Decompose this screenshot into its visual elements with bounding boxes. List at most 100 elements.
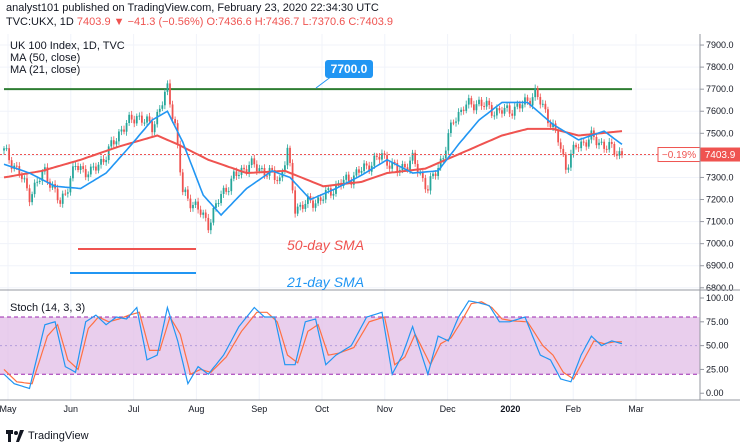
candle-body [355, 169, 358, 176]
candle-body [432, 173, 434, 177]
candle-body [416, 163, 419, 173]
candle-body [100, 158, 102, 165]
y-tick-label: 6900.0 [706, 261, 734, 271]
candle-body [36, 181, 39, 183]
candle-body [319, 197, 322, 201]
candle-body [411, 152, 414, 161]
candle-body [222, 187, 225, 194]
x-tick-label: May [0, 404, 17, 414]
tradingview-icon [6, 430, 24, 442]
ma21-line [3, 101, 623, 217]
candle-body [163, 91, 166, 106]
change-tag: −0.19% [657, 147, 701, 163]
candle-body [419, 172, 422, 174]
candle-body [388, 165, 391, 169]
candle-body [345, 174, 348, 180]
candle-body [478, 99, 480, 105]
candle-body [575, 144, 577, 148]
candle-body [289, 147, 291, 163]
candle-body [603, 141, 606, 149]
candle-body [531, 97, 534, 106]
candle-body [526, 97, 529, 101]
candle-body [74, 165, 77, 167]
candle-body [64, 193, 67, 195]
candle-body [82, 166, 85, 170]
x-tick-label: Dec [440, 404, 457, 414]
candle-body [232, 171, 235, 179]
candle-body [59, 200, 62, 204]
candle-body [506, 105, 508, 108]
candle-body [393, 161, 396, 164]
candle-body [585, 142, 588, 147]
candle-body [294, 190, 297, 214]
y-tick-label: 7100.0 [706, 217, 734, 227]
candle-body [610, 141, 613, 144]
change-tag-text: −0.19% [662, 150, 696, 161]
tradingview-logo[interactable]: TradingView [6, 430, 89, 442]
candle-body [442, 158, 445, 160]
candle-body [87, 174, 90, 178]
candle-body [95, 166, 97, 171]
candle-body [220, 193, 222, 204]
candle-body [314, 203, 317, 208]
candle-body [51, 184, 54, 188]
candle-body [406, 167, 409, 171]
candle-body [521, 104, 524, 109]
candle-body [209, 222, 212, 231]
y-tick-label: 7200.0 [706, 195, 734, 205]
publisher-text: analyst101 published on TradingView.com,… [6, 2, 379, 14]
x-tick-label: 2020 [500, 404, 520, 414]
candle-body [199, 209, 202, 215]
candle-body [169, 83, 171, 105]
candle-body [368, 165, 371, 172]
stoch-k-line [3, 300, 623, 390]
candle-body [120, 129, 123, 132]
resistance-callout: 7700.0 [315, 60, 373, 89]
candle-body [255, 164, 258, 172]
x-tick-label: Feb [565, 404, 581, 414]
candle-body [23, 178, 26, 180]
y-tick-label: 6800.0 [706, 283, 734, 293]
candle-body [138, 115, 141, 117]
candle-body [284, 165, 286, 172]
candle-body [189, 198, 192, 209]
candle-body [570, 153, 572, 168]
price-tag-text: 7403.9 [705, 150, 736, 161]
candle-body [322, 199, 325, 201]
ma50-line [3, 127, 623, 188]
candle-body [577, 147, 580, 149]
candle-body [455, 121, 457, 123]
candle-body [608, 141, 611, 150]
candle-body [253, 158, 256, 165]
legend-title: UK 100 Index, 1D, TVC [10, 40, 125, 52]
candle-body [230, 178, 233, 192]
candle-body [266, 175, 268, 177]
candle-body [250, 158, 253, 165]
candle-body [227, 191, 230, 193]
candle-body [518, 103, 521, 109]
candle-body [243, 167, 245, 170]
candle-body [360, 170, 363, 173]
candle-body [462, 109, 465, 111]
candle-body [595, 136, 598, 146]
candle-body [600, 141, 603, 143]
candle-body [125, 122, 128, 132]
candle-body [498, 108, 501, 111]
x-tick-label: Mar [628, 404, 644, 414]
candle-body [549, 123, 552, 128]
candle-body [564, 154, 567, 170]
candle-body [146, 116, 148, 123]
candle-body [217, 203, 220, 205]
main-y-axis: 6800.06900.07000.07100.07200.07300.07400… [700, 40, 734, 293]
candle-body [483, 106, 485, 108]
y-tick-label: 7800.0 [706, 62, 734, 72]
candle-body [194, 201, 197, 205]
candle-body [207, 217, 210, 231]
candle-body [179, 144, 182, 173]
candle-body [112, 140, 115, 145]
candle-body [161, 105, 164, 109]
stoch-y-tick-label: 50.00 [706, 341, 729, 351]
candle-body [238, 174, 240, 177]
candle-body [409, 160, 411, 171]
